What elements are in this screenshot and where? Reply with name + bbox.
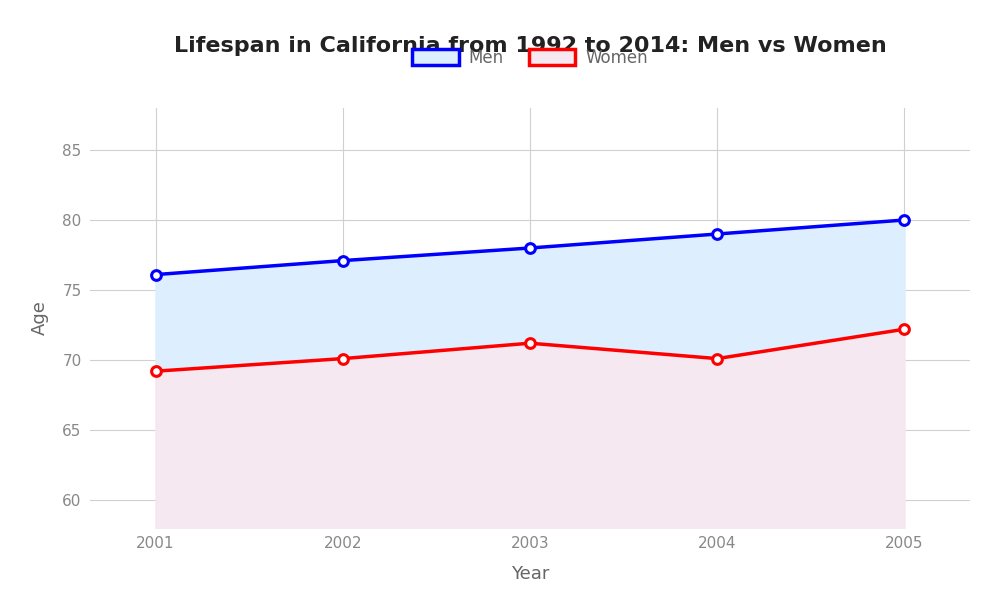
Y-axis label: Age: Age (30, 301, 48, 335)
Legend: Men, Women: Men, Women (412, 49, 648, 67)
X-axis label: Year: Year (511, 565, 549, 583)
Title: Lifespan in California from 1992 to 2014: Men vs Women: Lifespan in California from 1992 to 2014… (174, 37, 886, 56)
